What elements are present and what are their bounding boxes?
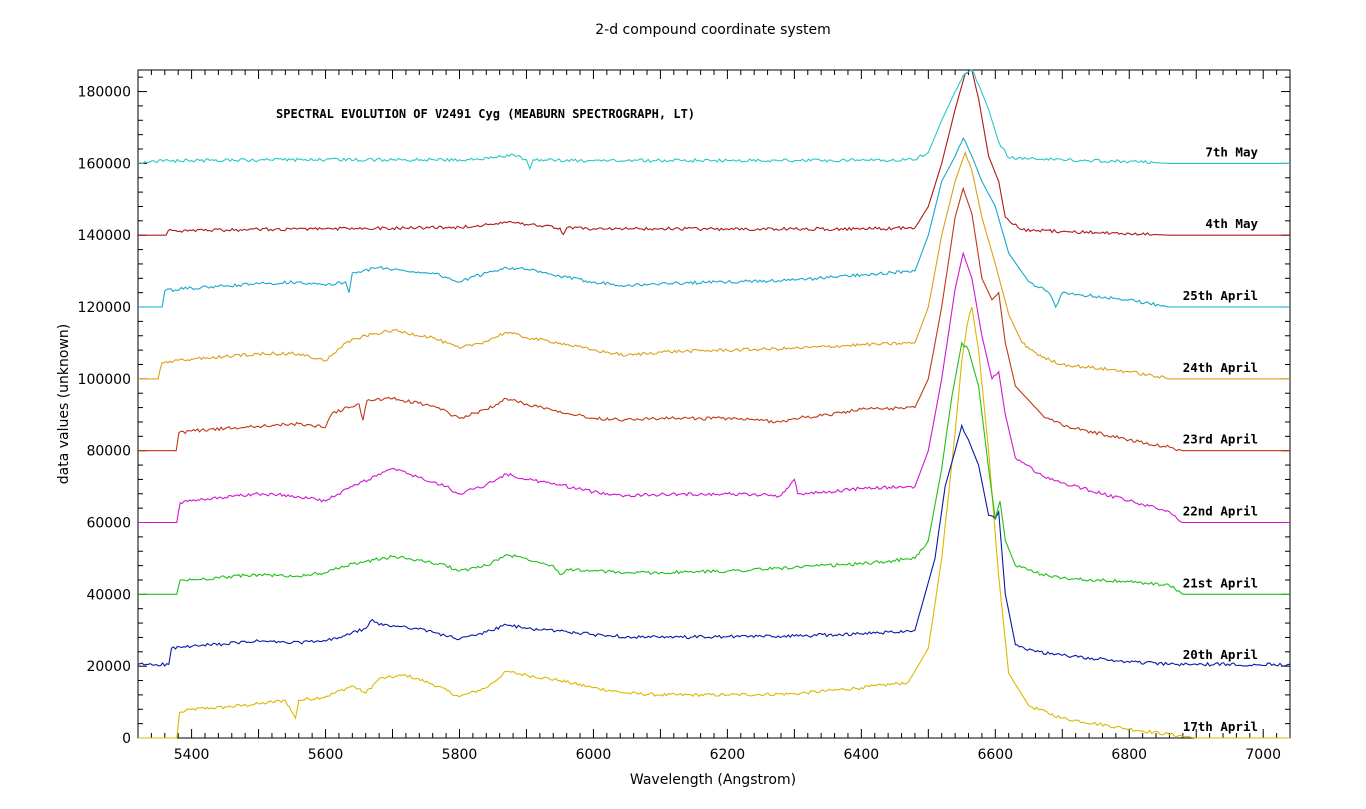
x-tick-label: 6400 [844,747,880,763]
series-label: 21st April [1183,575,1258,590]
x-tick-label: 5600 [308,747,344,763]
series-label: 24th April [1183,360,1258,375]
series-label: 25th April [1183,288,1258,303]
plot-frame [137,69,1291,739]
series-label: 23rd April [1183,432,1258,447]
x-tick-label: 5400 [174,747,210,763]
series-line [138,251,1290,524]
y-tick-label: 120000 [78,300,131,316]
x-tick-label: 6000 [576,747,612,763]
y-tick-label: 60000 [86,516,131,532]
series-line [138,137,1290,309]
y-axis: 0 20000 40000 60000 80000 100000 120000 140000 1… [78,76,1290,747]
series-label: 4th May [1205,216,1258,231]
x-tick-label: 6200 [710,747,746,763]
series-line [138,69,1290,236]
series-line [138,150,1290,380]
x-tick-label: 7000 [1245,747,1281,763]
series-labels: 17th April 20th April 21st April 22nd April… [1183,144,1259,734]
y-tick-label: 0 [122,731,131,747]
y-tick-label: 140000 [78,228,131,244]
series-line [137,69,1290,171]
series-label: 20th April [1183,647,1258,662]
x-axis: 5400 5600 5800 6000 6200 6400 6600 6800 7000 [150,70,1291,763]
series-line [138,341,1290,595]
series-label: 22nd April [1183,504,1258,519]
x-tick-label: 6800 [1111,747,1147,763]
series-group [137,69,1290,739]
series-label: 17th April [1183,719,1258,734]
x-axis-label: Wavelength (Angstrom) [630,772,796,788]
y-axis-label: data values (unknown) [56,324,72,485]
y-tick-label: 40000 [86,587,131,603]
series-line [138,306,1290,739]
series-line [137,423,1290,667]
series-line [138,186,1290,452]
y-tick-label: 180000 [78,85,131,101]
x-tick-label: 5800 [442,747,478,763]
chart-annotation: SPECTRAL EVOLUTION OF V2491 Cyg (MEABURN… [276,107,695,121]
y-tick-label: 100000 [78,372,131,388]
series-label: 7th May [1205,144,1258,159]
y-tick-label: 20000 [86,659,131,675]
chart-title: 2-d compound coordinate system [595,22,830,38]
y-tick-label: 160000 [78,156,131,172]
x-tick-label: 6600 [977,747,1013,763]
y-tick-label: 80000 [86,444,131,460]
